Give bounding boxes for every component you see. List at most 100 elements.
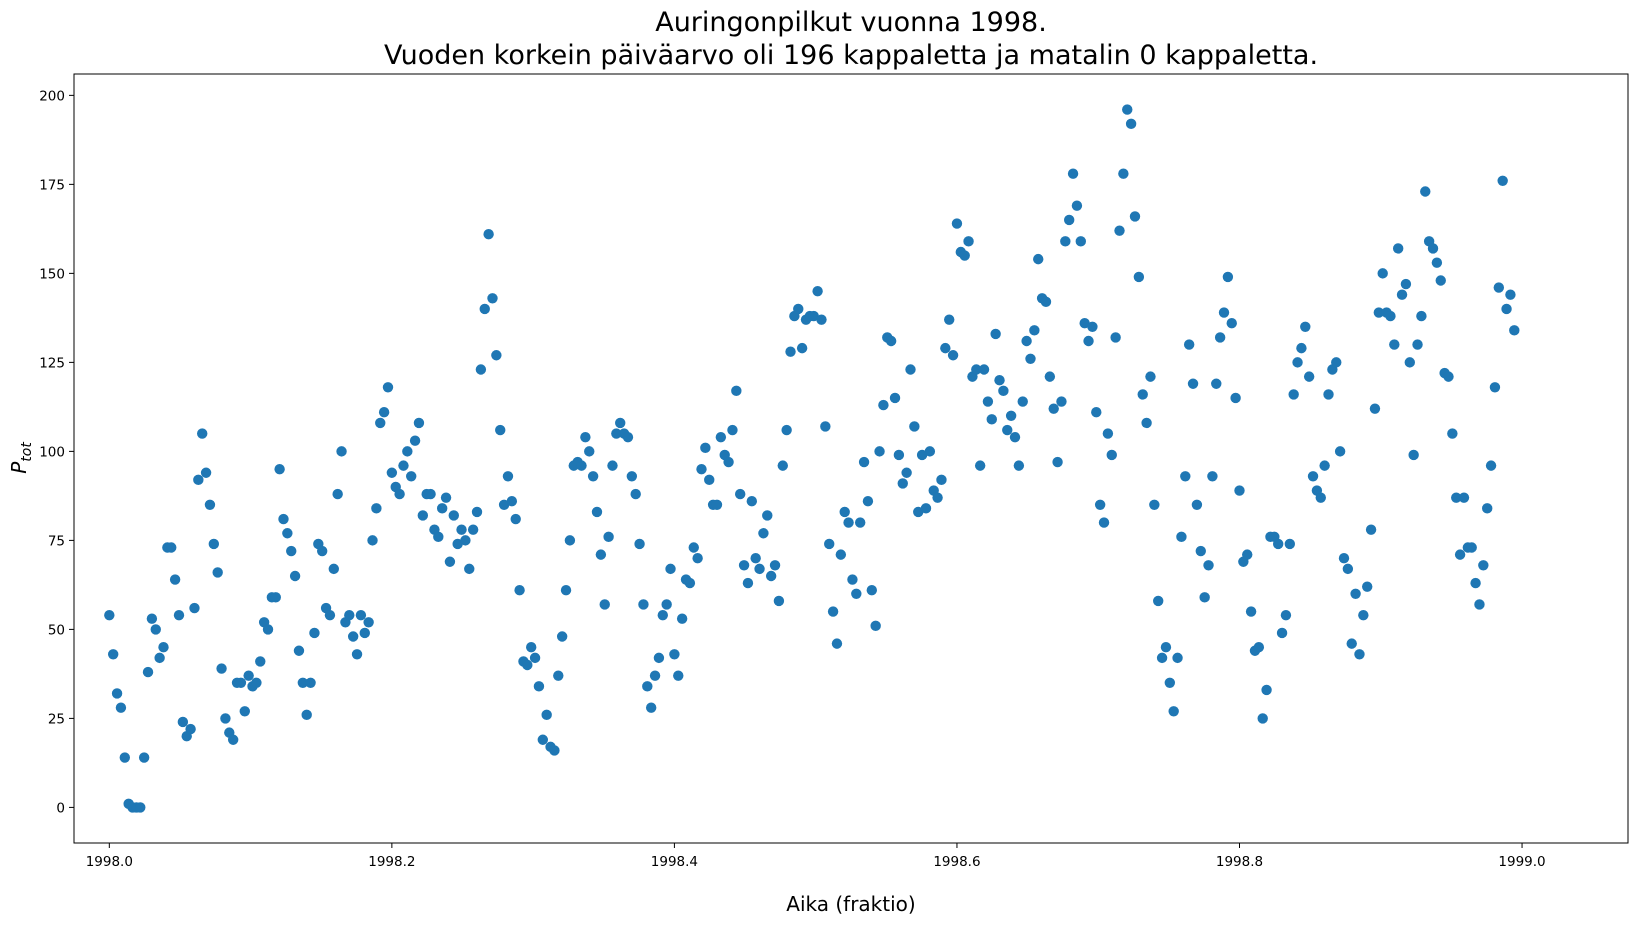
data-point xyxy=(1447,428,1458,439)
data-point xyxy=(963,236,974,247)
data-point xyxy=(959,250,970,261)
data-point xyxy=(402,446,413,457)
data-point xyxy=(688,542,699,553)
data-point xyxy=(1137,389,1148,400)
data-point xyxy=(495,424,506,436)
data-point xyxy=(1245,606,1257,617)
data-point xyxy=(293,645,305,656)
data-point xyxy=(746,496,758,507)
data-point xyxy=(878,399,889,411)
data-point xyxy=(208,538,220,550)
data-point xyxy=(1207,471,1218,482)
data-point xyxy=(1307,471,1319,482)
data-point xyxy=(479,303,490,315)
data-point xyxy=(1319,460,1330,471)
x-tick-label: 1998.6 xyxy=(933,854,980,870)
data-point xyxy=(936,474,947,486)
data-point xyxy=(657,609,668,621)
data-point xyxy=(580,431,591,443)
data-point xyxy=(874,446,885,457)
data-point xyxy=(467,524,479,535)
data-point xyxy=(769,560,781,571)
data-point xyxy=(1191,499,1203,510)
data-point xyxy=(1211,378,1222,389)
data-point xyxy=(1485,460,1497,471)
data-point xyxy=(1292,357,1303,368)
data-point xyxy=(1261,684,1272,696)
y-axis-label-subscript: tot xyxy=(19,442,35,462)
data-point xyxy=(924,446,936,457)
data-point xyxy=(1048,403,1059,414)
data-point xyxy=(382,382,394,393)
data-point xyxy=(1226,318,1237,329)
data-point xyxy=(138,752,150,763)
data-point xyxy=(135,802,146,813)
data-point xyxy=(1218,307,1230,318)
data-point xyxy=(487,293,498,304)
y-tick-label: 0 xyxy=(56,800,65,816)
data-point xyxy=(491,350,502,361)
data-point xyxy=(1133,271,1145,283)
data-point xyxy=(239,706,250,717)
data-point xyxy=(367,535,378,546)
data-point xyxy=(692,552,703,564)
data-point xyxy=(1338,552,1350,564)
data-point xyxy=(1509,325,1520,336)
data-point xyxy=(1067,168,1079,179)
data-point xyxy=(777,460,788,471)
plot-frame xyxy=(73,73,1629,844)
data-point xyxy=(1021,335,1032,347)
data-point xyxy=(870,620,881,632)
data-point xyxy=(1002,424,1013,436)
data-point xyxy=(738,560,750,571)
data-point xyxy=(444,556,456,567)
data-point xyxy=(758,528,769,539)
data-point xyxy=(1482,503,1493,514)
data-point xyxy=(665,563,676,575)
data-point xyxy=(1303,371,1315,382)
x-tick-label: 1999.0 xyxy=(1498,854,1545,870)
data-point xyxy=(1331,357,1342,368)
data-point xyxy=(1187,378,1199,389)
data-point xyxy=(1400,278,1412,290)
data-point xyxy=(1033,253,1044,265)
data-point xyxy=(1377,268,1388,279)
data-point xyxy=(452,538,463,550)
data-point xyxy=(270,592,281,603)
data-point xyxy=(634,538,645,550)
data-point xyxy=(1385,310,1396,322)
data-point xyxy=(1497,175,1508,187)
y-axis-label: Ptot xyxy=(7,442,35,474)
data-point xyxy=(1454,549,1466,560)
data-point xyxy=(684,577,696,589)
data-point xyxy=(1435,275,1446,286)
data-point xyxy=(622,431,634,443)
y-tick-label: 175 xyxy=(39,177,65,193)
data-point xyxy=(1083,335,1094,347)
data-point xyxy=(289,570,301,582)
x-tick-label: 1998.4 xyxy=(651,854,698,870)
data-point xyxy=(324,609,336,621)
data-point xyxy=(913,506,924,518)
y-tick-label: 100 xyxy=(39,444,65,460)
data-point xyxy=(1404,357,1415,368)
data-point xyxy=(982,396,994,407)
data-point xyxy=(669,649,680,660)
data-point xyxy=(1168,706,1179,717)
data-point xyxy=(638,599,649,610)
data-point xyxy=(630,488,641,500)
data-point xyxy=(1420,186,1431,197)
data-point xyxy=(533,681,545,692)
data-point xyxy=(1257,713,1268,724)
data-point xyxy=(115,702,127,713)
data-point xyxy=(1392,243,1404,254)
data-point xyxy=(1478,560,1489,571)
data-point xyxy=(398,460,409,471)
data-point xyxy=(854,517,866,528)
data-point xyxy=(1180,471,1191,482)
data-point xyxy=(197,428,208,439)
data-point xyxy=(282,528,293,539)
data-point xyxy=(905,364,916,375)
data-point xyxy=(1373,307,1385,318)
data-point xyxy=(409,435,421,446)
